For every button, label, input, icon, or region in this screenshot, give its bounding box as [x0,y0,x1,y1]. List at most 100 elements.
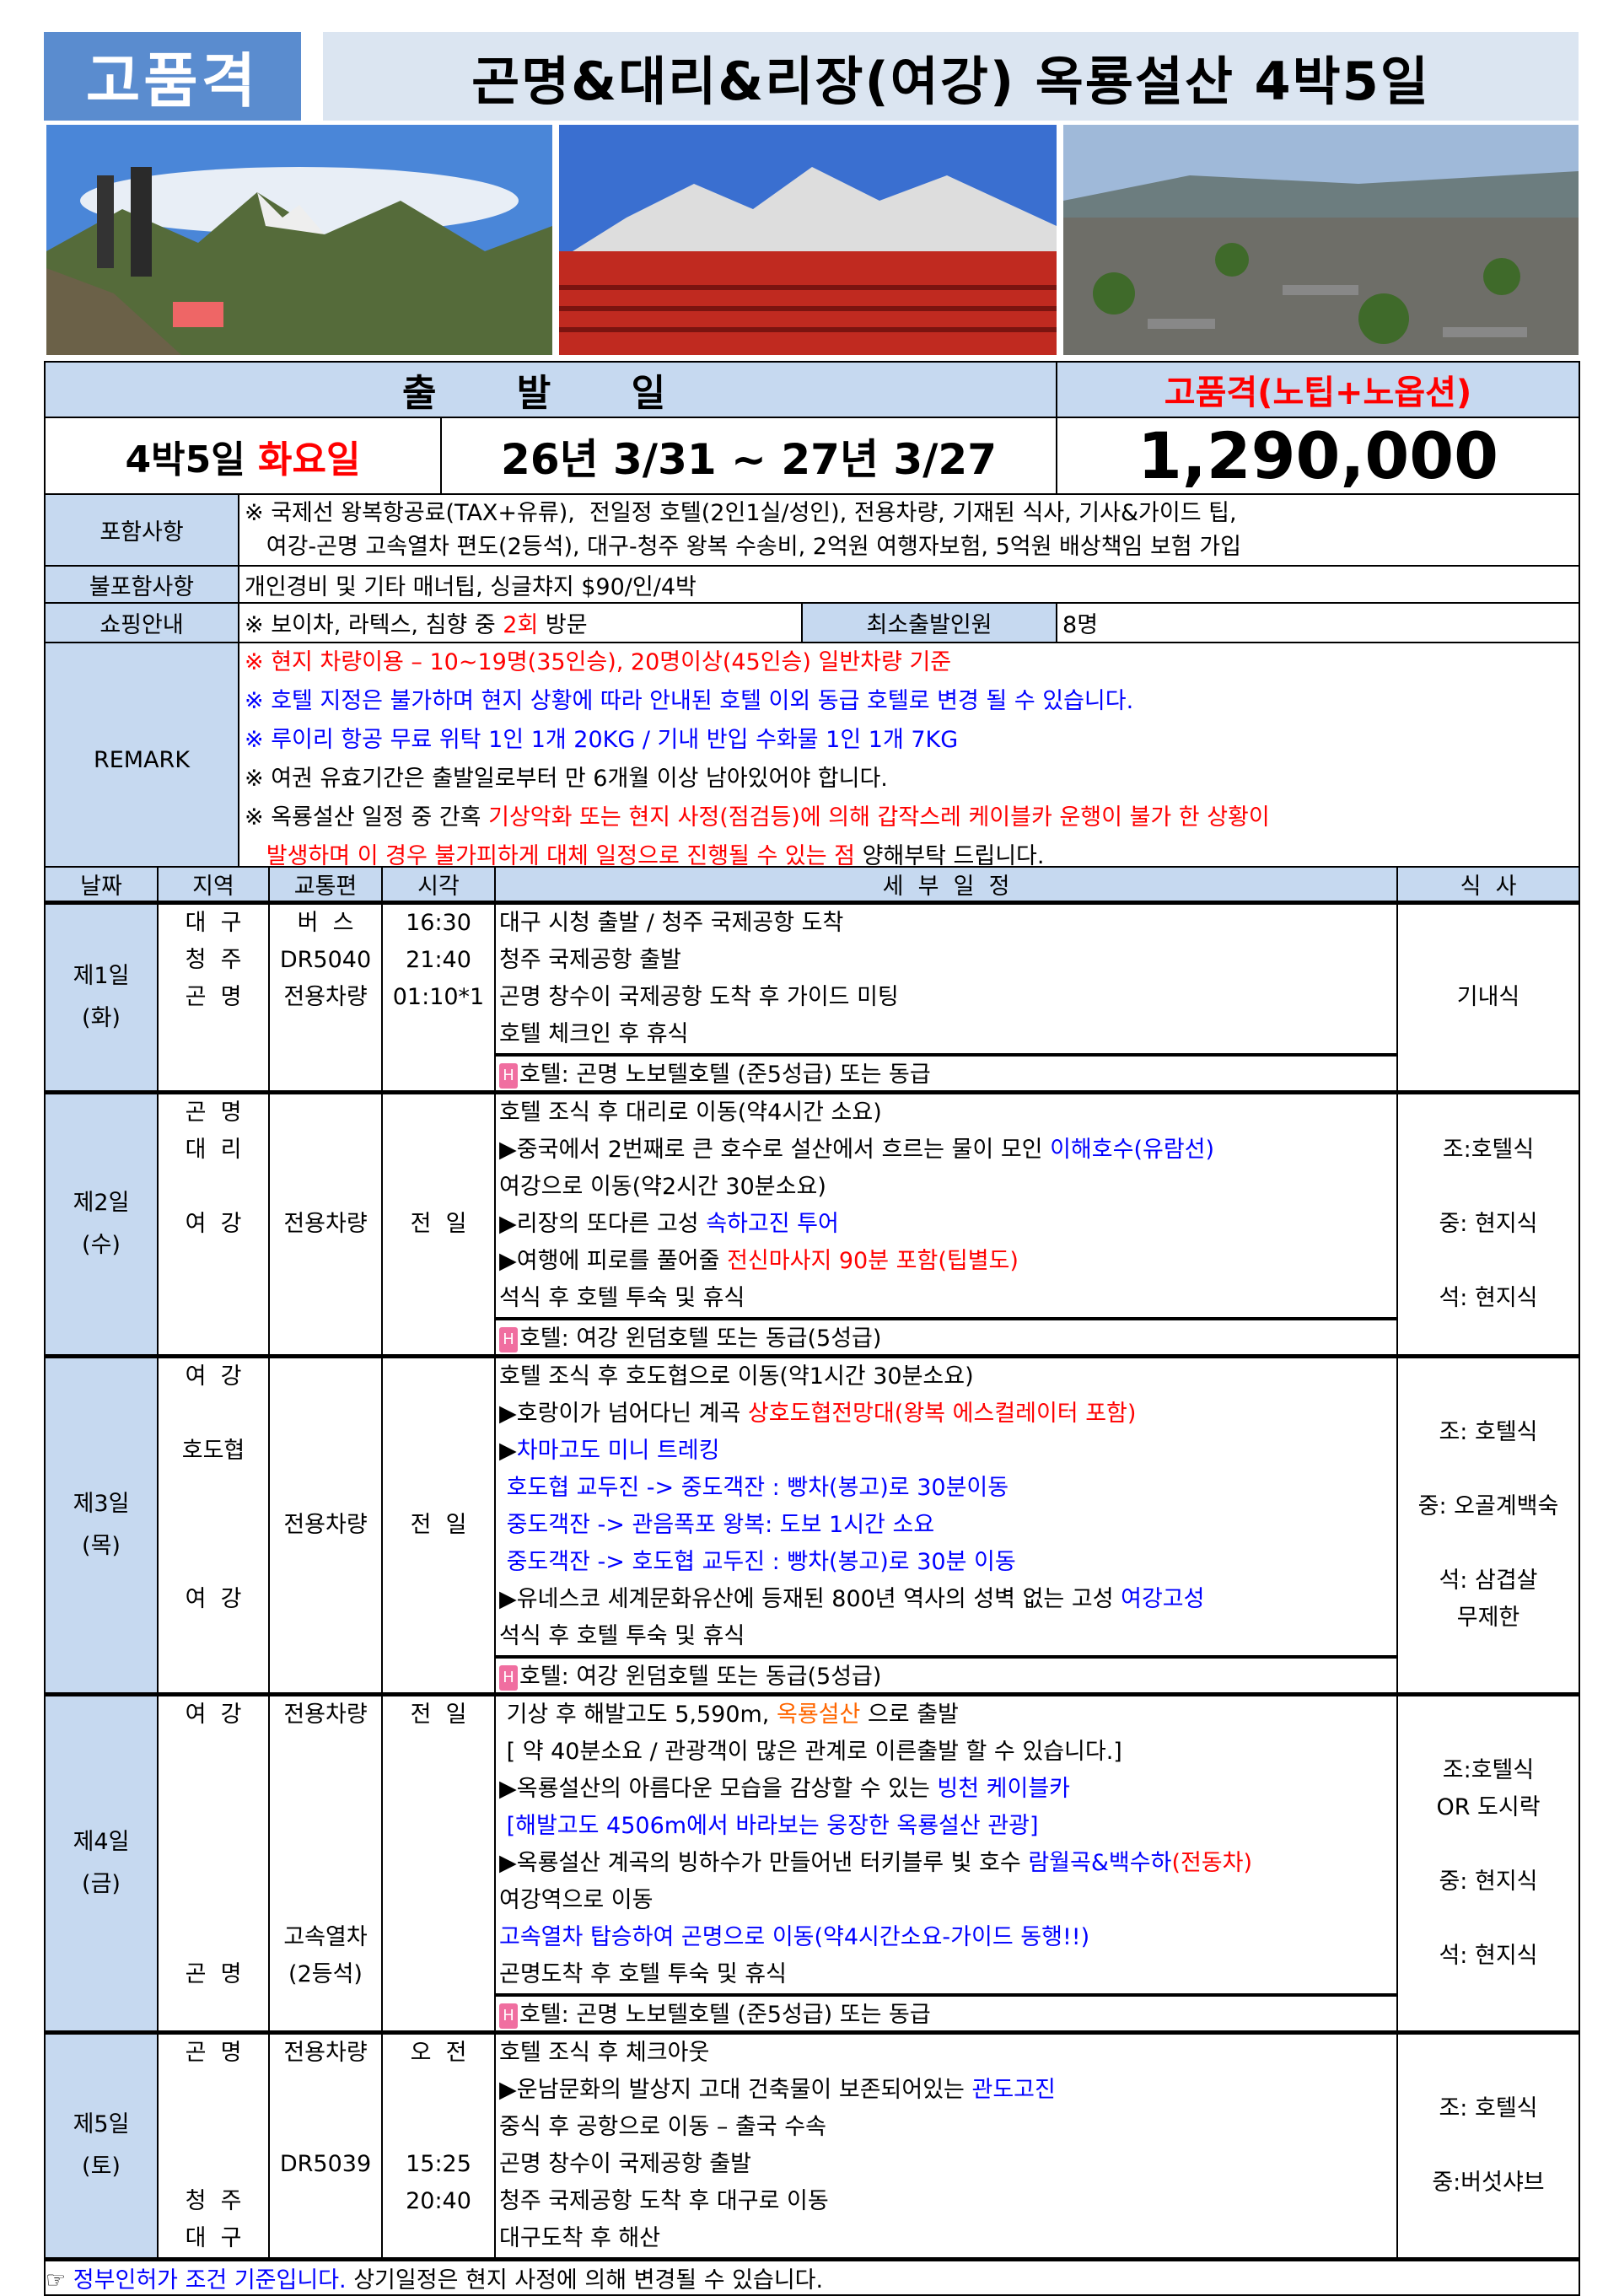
time-value: 01:10*1 [392,984,485,1010]
text-segment: 곤명 창수이 국제공항 도착 후 가이드 미팅 [499,984,899,1010]
page-title: 곤명&대리&리장(여강) 옥룡설산 4박5일 [323,32,1579,121]
transport-value [270,1094,381,1132]
region-value [159,2109,268,2146]
day-label: 제4일 (금) [44,1693,159,2034]
text-segment: 고속열차 탑승하여 곤명으로 이동(약4시간소요-가이드 동행!!) [499,1924,1090,1950]
text-segment: ▶ [499,1438,517,1464]
day-weekday: (토) [82,2154,121,2180]
meal-item [1398,1243,1579,1280]
text-segment: ▶유네스코 세계문화유산에 등재된 800년 역사의 성벽 없는 고성 [499,1586,1121,1612]
meal-item [1398,1525,1579,1562]
text-segment: ▶중국에서 2번째로 큰 호수로 설산에서 흐르는 물이 모인 [499,1137,1051,1163]
transport-value: 전용차량 [283,2040,368,2066]
region-value: 곤 명 [185,984,242,1010]
time-value [383,1094,494,1132]
hotel-text: 호텔: 곤명 노보텔호텔 (준5성급) 또는 동급 [519,1062,931,1088]
schedule-cell: 호텔 조식 후 호도협으로 이동(약1시간 30분소요) ▶호랑이가 넘어다닌 계… [494,1355,1398,1696]
time-value [383,1016,494,1053]
region-value: 청 주 [185,947,242,973]
remark-line: ※ 옥룡설산 일정 중 간혹 기상악화 또는 현지 사정(점검등)에 의해 갑작… [245,798,1573,837]
text-segment: ※ 루이리 항공 무료 위탁 1인 1개 20KG / 기내 반입 수화물 1인… [245,727,959,753]
text-segment: 호텔 조식 후 호도협으로 이동(약1시간 30분소요) [499,1363,974,1390]
column-header: 시각 [381,866,496,904]
region-value [159,1395,268,1433]
text-segment: ▶여행에 피로를 풀어줄 [499,1248,728,1274]
text-segment: 대구도착 후 해산 [499,2225,661,2251]
column-header: 교통편 [268,866,383,904]
schedule-line: 고속열차 탑승하여 곤명으로 이동(약4시간소요-가이드 동행!!) [496,1919,1396,1956]
time-value [383,1845,494,1882]
region-value [159,1919,268,1956]
text-segment: ▶운남문화의 발상지 고대 건축물이 보존되어있는 [499,2077,972,2103]
meal-item: OR 도시락 [1436,1794,1541,1820]
region-value: 대 리 [185,1137,242,1163]
schedule-line: ▶호랑이가 넘어다닌 계곡 상호도협전망대(왕복 에스컬레이터 포함) [496,1395,1396,1433]
grade-label: 고품격(노팁+노옵션) [1056,361,1581,418]
time-value [383,1882,494,1919]
hotel-line: H 호텔: 여강 윈덤호텔 또는 동급(5성급) [496,1655,1396,1692]
time-value [383,1280,494,1317]
shopping-suffix: 방문 [538,612,588,638]
text-segment: 옥룡설산 [776,1702,861,1728]
time-value: 전 일 [410,1702,467,1728]
remark-line: ※ 루이리 항공 무료 위탁 1인 1개 20KG / 기내 반입 수화물 1인… [245,721,1573,760]
text-segment: 발생하며 이 경우 불가피하게 대체 일정으로 진행될 수 있는 점 [245,843,863,869]
time-value [383,2109,494,2146]
price: 1,290,000 [1056,417,1581,495]
schedule-line: [해발고도 4506m에서 바라보는 웅장한 옥룡설산 관광] [496,1808,1396,1845]
region-value [159,2146,268,2183]
remark-text: ※ 현지 차량이용 – 10~19명(35인승), 20명이상(45인승) 일반… [237,642,1581,878]
time-value: 16:30 [406,910,471,936]
time-value [383,1433,494,1470]
schedule-cell: 기상 후 해발고도 5,590m, 옥룡설산 으로 출발 [ 약 40분소요 /… [494,1693,1398,2034]
transport-value [270,1132,381,1169]
region-value [159,1169,268,1206]
hotel-icon: H [499,1062,518,1089]
min-participants-label: 최소출발인원 [800,602,1058,643]
itinerary-transport: 전용차량 고속열차 (2등석) [268,1693,383,2034]
transport-value: DR5039 [279,2151,372,2177]
itinerary-transport: 전용차량 [268,1355,383,1696]
schedule-line: 중도객잔 -> 관음폭포 왕복: 도보 1시간 소요 [496,1507,1396,1544]
remark-line: ※ 여권 유효기간은 출발일로부터 만 6개월 이상 남아있어야 합니다. [245,760,1573,798]
meal-item [1398,1901,1579,1938]
schedule-cell: 호텔 조식 후 대리로 이동(약4시간 소요) ▶중국에서 2번째로 큰 호수로 … [494,1091,1398,1358]
day-label: 제2일 (수) [44,1091,159,1358]
meal-item: 석: 현지식 [1439,1285,1538,1311]
meal-item: 석: 현지식 [1439,1943,1538,1969]
footer-row: ☞ 정부인허가 조건 기준입니다. 상기일정은 현지 사정에 의해 변경될 수 … [44,2258,1580,2296]
transport-value [270,1470,381,1507]
text-segment: 차마고도 미니 트레킹 [516,1438,720,1464]
time-value [383,1581,494,1618]
included-line: 여강-곤명 고속열차 편도(2등석), 대구-청주 왕복 수송비, 2억원 여행… [245,533,1241,560]
region-value [159,1618,268,1655]
remark-line: 발생하며 이 경우 불가피하게 대체 일정으로 진행될 수 있는 점 양해부탁 … [245,837,1573,876]
hotel-text: 호텔: 여강 윈덤호텔 또는 동급(5성급) [519,1325,882,1352]
schedule-line: 곤명 창수이 국제공항 도착 후 가이드 미팅 [496,979,1396,1016]
time-value: 전 일 [410,1512,467,1538]
meal-item: 기내식 [1456,984,1520,1010]
excluded-text: 개인경비 및 기타 매너팁, 싱글챠지 $90/인/4박 [237,565,1581,604]
text-segment: 양해부탁 드립니다. [862,843,1045,869]
region-value: 여 강 [185,1211,242,1237]
meal-item: 중: 오골계백숙 [1417,1493,1559,1519]
meals-cell: 조:호텔식 중: 현지식 석: 현지식 [1396,1091,1580,1358]
itinerary-transport: 전용차량 [268,1091,383,1358]
text-segment: 대구 시청 출발 / 청주 국제공항 도착 [499,910,844,936]
text-segment: ▶옥룡설산의 아름다운 모습을 감상할 수 있는 [499,1776,938,1802]
time-value [383,1470,494,1507]
old-town-rooftops-photo [1063,125,1579,355]
text-segment: 여강고성 [1121,1586,1205,1612]
duration-cell: 4박5일 화요일 [44,417,442,495]
text-segment: 빙천 케이블카 [937,1776,1071,1802]
time-value [383,1243,494,1280]
text-segment: 호도협 교두진 -> 중도객잔 : 빵차(봉고)로 30분이동 [499,1475,1009,1501]
min-participants-value: 8명 [1056,602,1581,643]
meal-item [1398,2127,1579,2164]
itinerary-time: 16:30 21:40 01:10*1 [381,901,496,1094]
schedule-line: [ 약 40분소요 / 관광객이 많은 관계로 이른출발 할 수 있습니다.] [496,1734,1396,1771]
text-segment: ▶옥룡설산 계곡의 빙하수가 만들어낸 터키블루 빛 호수 [499,1850,1029,1876]
